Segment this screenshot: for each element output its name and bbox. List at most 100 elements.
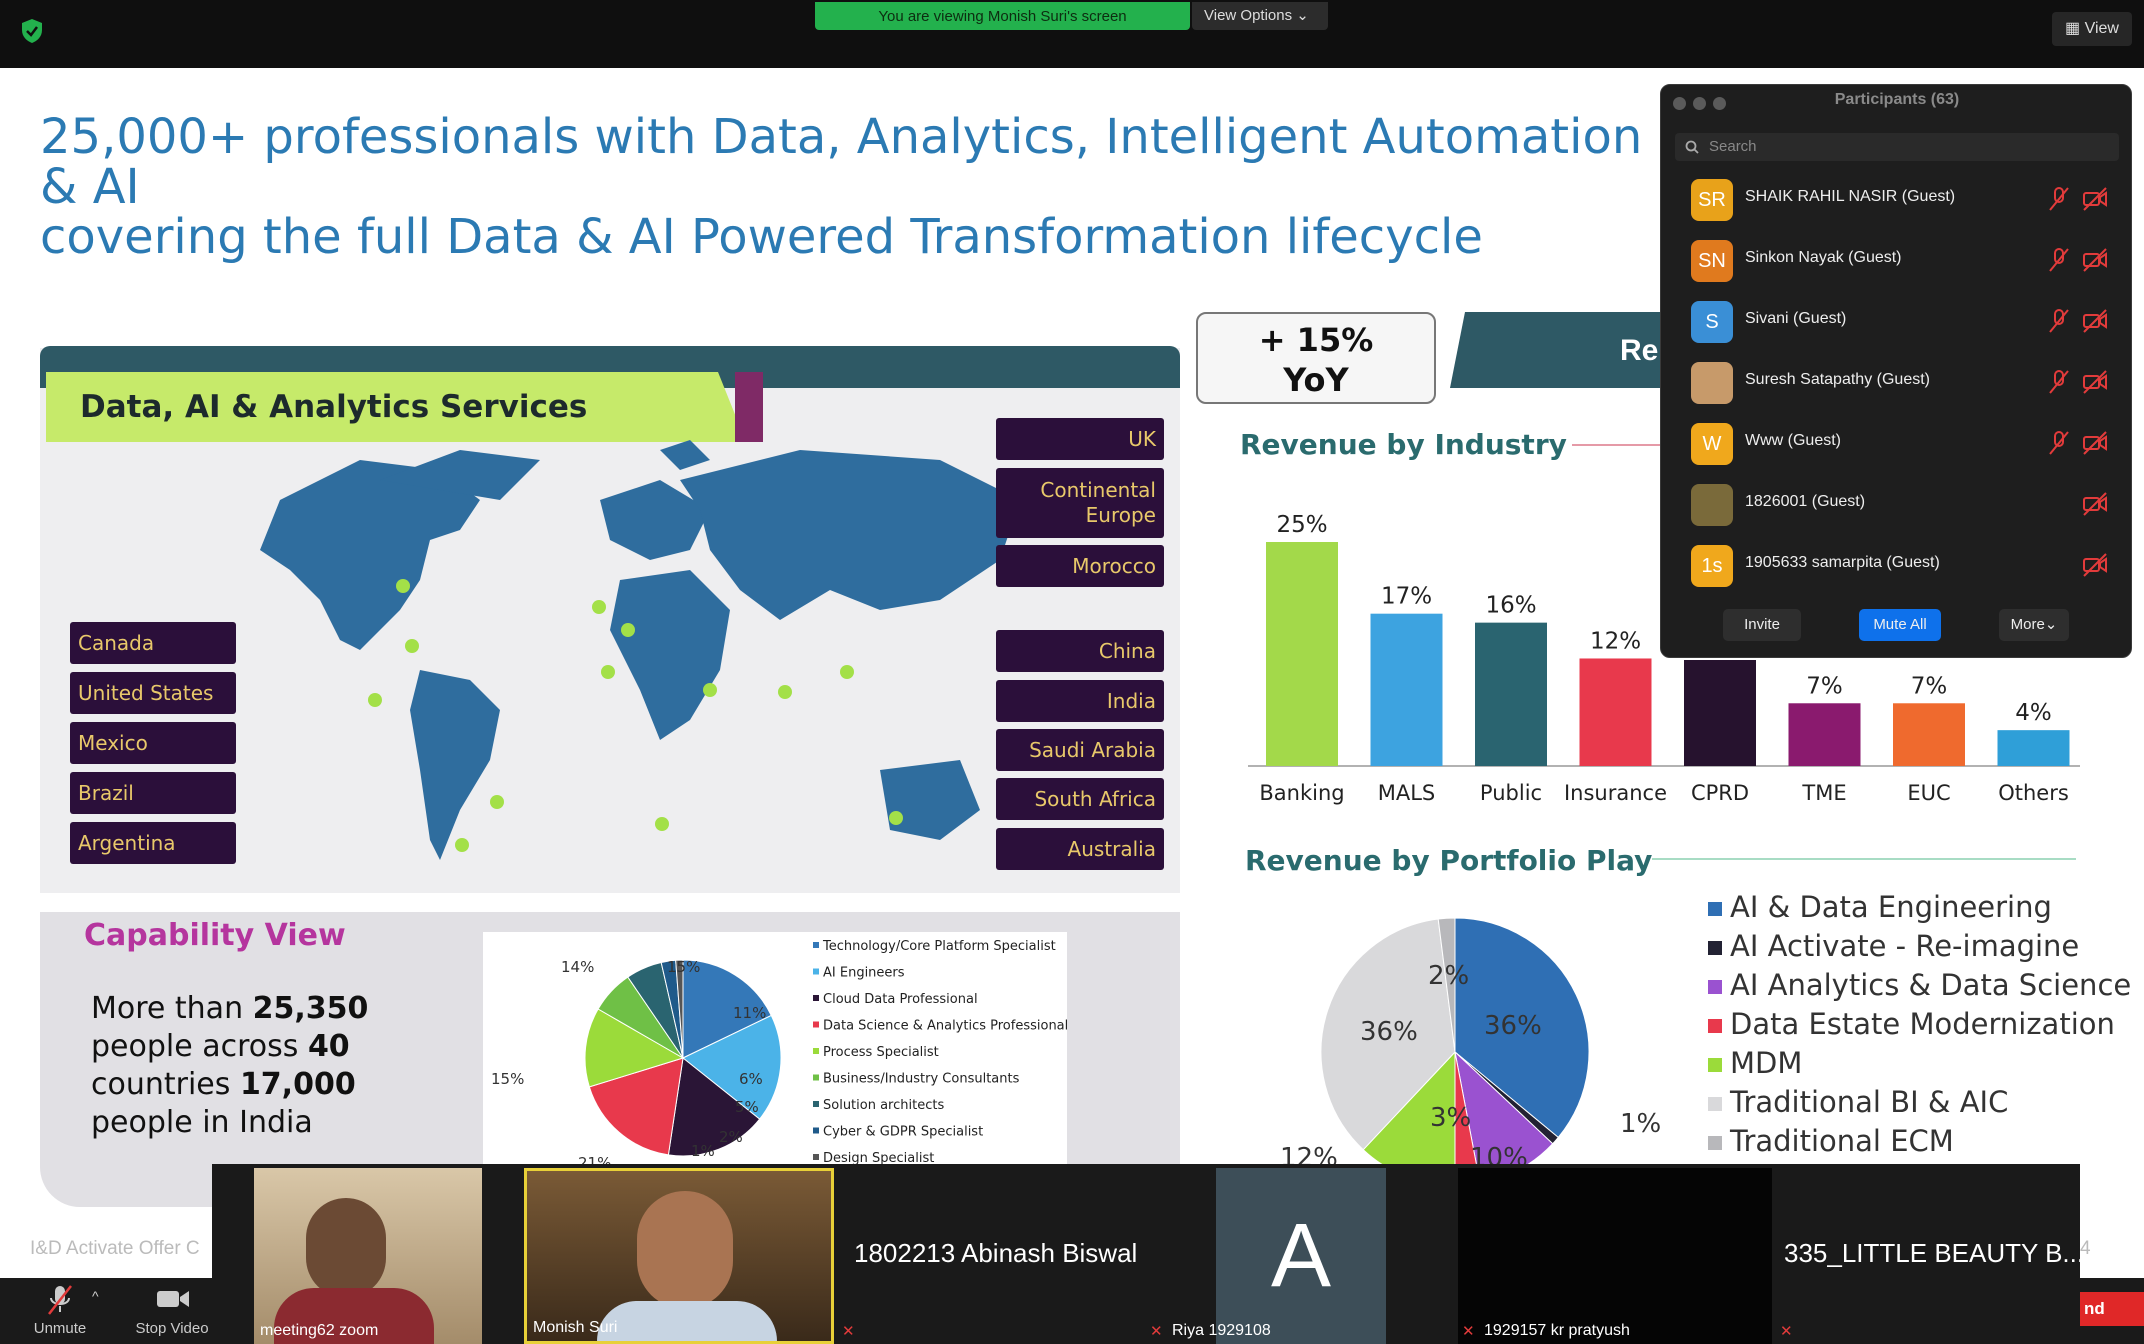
legend-swatch: [813, 1074, 819, 1081]
pie-slice: [1454, 917, 1590, 1139]
muted-mic-icon[interactable]: [2045, 246, 2073, 274]
participant-shirt: [597, 1301, 777, 1341]
country-united-states: United States: [70, 672, 236, 714]
legend-swatch: [1708, 980, 1722, 994]
participants-search[interactable]: Search: [1675, 133, 2119, 161]
muted-mic-icon[interactable]: [2045, 429, 2073, 457]
video-tile-meeting62-zoom[interactable]: ✕ meeting62 zoom: [254, 1168, 482, 1344]
pie-percent-label: 14%: [561, 958, 594, 976]
participant-row[interactable]: 1s 1905633 samarpita (Guest): [1661, 535, 2133, 596]
headline-line-1: 25,000+ professionals with Data, Analyti…: [40, 109, 1643, 215]
participant-row[interactable]: W Www (Guest): [1661, 413, 2133, 474]
pie-slice: [1454, 1050, 1554, 1164]
invite-button[interactable]: Invite: [1723, 609, 1801, 641]
bar-value-label: 17%: [1381, 584, 1432, 610]
legend-swatch: [1708, 902, 1722, 916]
legend-label: Cloud Data Professional: [823, 992, 978, 1007]
legend-item: Data Estate Modernization: [1708, 1005, 2131, 1044]
bar-tme: [1788, 703, 1861, 766]
legend-swatch: [813, 1154, 819, 1160]
legend-swatch: [813, 968, 819, 975]
muted-mic-icon: ✕: [842, 1323, 855, 1340]
pie-slice: [682, 959, 772, 1059]
legend-swatch: [1708, 1058, 1722, 1072]
video-tile-pratyush[interactable]: ✕ 1929157 kr pratyush: [1458, 1168, 1772, 1344]
yoy-badge: + 15% YoY: [1196, 312, 1436, 404]
chevron-down-icon: ⌄: [1296, 7, 1309, 24]
participant-row[interactable]: 1826001 (Guest): [1661, 474, 2133, 535]
participants-panel: Participants (63) Search SR SHAIK RAHIL N…: [1660, 84, 2132, 658]
participant-row[interactable]: S Sivani (Guest): [1661, 291, 2133, 352]
participant-name: SHAIK RAHIL NASIR (Guest): [1745, 188, 1956, 205]
pie-slice: [1362, 1050, 1456, 1164]
window-close-dot[interactable]: [1673, 97, 1686, 110]
avatar: W: [1691, 423, 1733, 465]
stop-video-label: Stop Video: [135, 1320, 209, 1337]
unmute-button[interactable]: Unmute: [30, 1282, 90, 1342]
pie-percent-label: 36%: [1360, 1017, 1418, 1047]
legend-label: Process Specialist: [823, 1045, 939, 1060]
viewing-screen-banner: You are viewing Monish Suri's screen: [815, 2, 1190, 30]
pie-slice: [1320, 918, 1456, 1151]
video-off-icon[interactable]: [2081, 185, 2109, 213]
legend-label: Cyber & GDPR Specialist: [823, 1125, 983, 1140]
end-meeting-button[interactable]: nd: [2074, 1292, 2144, 1326]
video-tile-abinash[interactable]: 1802213 Abinash Biswal ✕: [838, 1168, 1142, 1344]
chevron-up-icon[interactable]: ^: [92, 1288, 99, 1304]
legend-label: AI & Data Engineering: [1730, 890, 2052, 924]
legend-label: Business/Industry Consultants: [823, 1072, 1020, 1087]
video-off-icon[interactable]: [2081, 551, 2109, 579]
country-australia: Australia: [996, 828, 1164, 870]
video-off-icon[interactable]: [2081, 307, 2109, 335]
video-off-icon[interactable]: [2081, 368, 2109, 396]
pie-slice: [588, 1057, 684, 1156]
video-tile-little-beauty[interactable]: 335_LITTLE BEAUTY B... ✕: [1776, 1168, 2080, 1344]
participant-row[interactable]: Suresh Satapathy (Guest): [1661, 352, 2133, 413]
tile-display-name: 1802213 Abinash Biswal: [854, 1238, 1138, 1268]
muted-mic-icon[interactable]: [2045, 368, 2073, 396]
pie-percent-label: 2%: [719, 1128, 743, 1146]
video-off-icon[interactable]: [2081, 246, 2109, 274]
video-off-icon[interactable]: [2081, 429, 2109, 457]
participant-row[interactable]: SR SHAIK RAHIL NASIR (Guest): [1661, 169, 2133, 230]
legend-item: MDM: [1708, 1044, 2131, 1083]
mute-all-button[interactable]: Mute All: [1859, 609, 1941, 641]
bar-category-label: Others: [1998, 781, 2069, 805]
muted-mic-icon: ✕: [1780, 1323, 1793, 1340]
capability-line: people across 40: [91, 1029, 350, 1064]
pie-percent-label: 10%: [1470, 1143, 1528, 1164]
video-off-icon[interactable]: [2081, 490, 2109, 518]
legend-swatch: [1708, 1097, 1722, 1111]
legend-swatch: [813, 1021, 819, 1028]
revenue-header-label: Re: [1620, 334, 1659, 367]
pie-percent-label: 1%: [1620, 1109, 1661, 1139]
bar-banking: [1266, 542, 1338, 766]
participant-name: 1905633 samarpita (Guest): [1745, 554, 1940, 571]
window-zoom-dot[interactable]: [1713, 97, 1726, 110]
legend-label: AI Analytics & Data Science: [1730, 968, 2132, 1002]
avatar: A: [1216, 1168, 1386, 1344]
muted-mic-icon[interactable]: [2045, 307, 2073, 335]
window-minimize-dot[interactable]: [1693, 97, 1706, 110]
unmute-label: Unmute: [33, 1320, 87, 1337]
view-button[interactable]: ▦ View: [2052, 12, 2132, 46]
legend-swatch: [813, 1048, 819, 1054]
capability-line: countries 17,000: [91, 1067, 356, 1102]
view-options-button[interactable]: View Options ⌄: [1192, 2, 1328, 30]
participant-name: Sinkon Nayak (Guest): [1745, 249, 1902, 266]
participant-name: 1826001 (Guest): [1745, 493, 1866, 510]
revenue-header: Re: [1450, 312, 1700, 388]
video-tile-monish-suri[interactable]: Monish Suri: [524, 1168, 834, 1344]
pie-percent-label: 15%: [667, 958, 700, 976]
avatar: SN: [1691, 240, 1733, 282]
muted-mic-icon[interactable]: [2045, 185, 2073, 213]
search-placeholder: Search: [1709, 138, 1757, 155]
participant-row[interactable]: SN Sinkon Nayak (Guest): [1661, 230, 2133, 291]
video-tile-riya[interactable]: A ✕ Riya 1929108: [1146, 1168, 1452, 1344]
pie-percent-label: 11%: [733, 1004, 766, 1022]
capability-line: More than 25,350: [91, 991, 369, 1026]
stop-video-button[interactable]: Stop Video: [128, 1282, 216, 1342]
more-button[interactable]: More⌄: [1999, 609, 2069, 641]
legend-label: AI Activate - Re-imagine: [1730, 929, 2080, 963]
participant-face: [637, 1191, 733, 1309]
